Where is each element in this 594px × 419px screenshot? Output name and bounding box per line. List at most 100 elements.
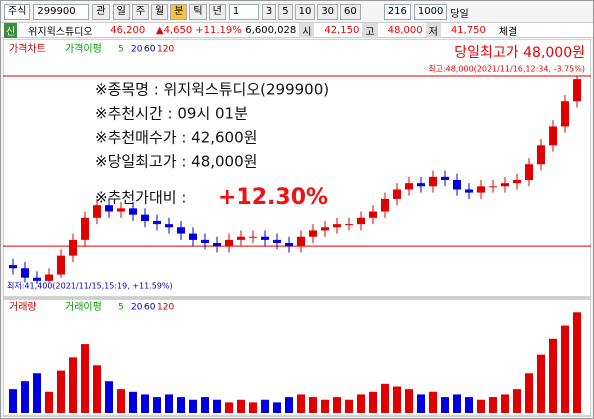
interval-button[interactable]: 60 [340,4,361,20]
volume-bar [261,399,269,413]
volume-bar [333,397,341,413]
note-line: ※종목명 : 위지윅스튜디오(299900) [95,81,329,99]
volume-bar [189,399,197,413]
period-button[interactable]: 월 [151,4,169,20]
candle-body [129,208,137,215]
code-input[interactable]: 299900 [33,4,90,20]
candle-body [357,217,365,225]
watch-button[interactable]: 관 [92,4,110,20]
candle-body [345,224,353,226]
period-button[interactable]: 주 [131,4,150,20]
high-label: 고 [362,22,378,38]
volume-bar [237,399,245,413]
period-button[interactable]: 년 [208,4,226,20]
legend-ma: 60 [144,45,156,55]
min-label: 최저:41,400(2021/11/15,15:19, +11.59%) [7,281,173,291]
candle-body [405,183,413,190]
candle-body [273,239,281,244]
price-panel [3,39,591,298]
volume-bar [45,391,53,413]
candle-body [297,236,305,247]
volume-bar [525,373,533,413]
candle-body [201,239,209,244]
volume-bar [177,397,185,413]
volume-bar [297,394,305,413]
candle-body [237,236,245,240]
candle-body [321,227,329,231]
today-check[interactable]: 당일 [450,8,469,20]
candle-body [45,274,53,281]
total-input[interactable]: 1000 [413,4,448,20]
volume-bar [201,397,209,413]
note-line: ※추천매수가 : 42,600원 [95,129,257,147]
max-label: 최고:48,000(2021/11/16,12:34, -3.75%) [428,64,585,74]
interval-button[interactable]: 30 [317,4,339,20]
legend-title: 거래량 [9,301,37,313]
candle-body [525,164,533,180]
legend-ma: 60 [144,303,156,313]
interval-button[interactable]: 3 [261,4,277,20]
volume-bar [345,399,353,413]
note-line: ※추천가대비 : [95,189,186,207]
candle-body [465,189,473,193]
interval-group: 3 5 10 30 60 [261,4,361,20]
candle-body [333,224,341,228]
legend-ma: 20 [131,303,143,313]
period-button[interactable]: 분 [170,4,188,20]
candle-body [21,268,29,278]
market-select[interactable]: 주식 [4,4,31,20]
volume-bar [405,389,413,413]
stock-name: 위지윅스튜디오 [28,26,93,38]
volume-bar [81,344,89,413]
badge: 신 [4,22,18,38]
volume-bar [537,354,545,413]
volume-bar [141,394,149,413]
count-input[interactable]: 1 [228,4,259,20]
candle-body [477,186,485,193]
candle-body [501,183,509,187]
volume-bar [393,386,401,413]
volume-bar [9,389,17,413]
legend-ma: 20 [131,45,143,55]
candle-body [453,180,461,190]
candle-body [69,239,77,256]
candle-body [309,230,317,237]
candle-body [225,239,233,247]
volume: 6,600,028 [245,24,297,36]
candle-body [213,243,221,247]
candle-body [573,79,581,102]
interval-button[interactable]: 10 [294,4,316,20]
volume-bar [561,325,569,413]
change: ▲4,650 [155,24,193,36]
legend-ma: 120 [157,45,174,55]
volume-bar [513,389,521,413]
interval-button[interactable]: 5 [278,4,293,20]
trade-tab[interactable]: 체결 [498,26,518,38]
candle-body [261,236,269,240]
legend-title: 가격차트 [9,42,46,55]
candle-body [105,205,113,212]
low: 41,750 [450,24,486,36]
period-button[interactable]: 일 [112,4,130,20]
candle-body [117,208,125,212]
volume-bar [285,397,293,413]
legend-ma: 5 [118,303,124,313]
volume-bar [417,394,425,413]
candle-body [9,265,17,269]
low-label: 저 [425,22,441,38]
candle-body [249,236,257,238]
candle-body [549,126,557,146]
candle-body [417,183,425,187]
candle-body [429,176,437,187]
volume-bar [357,394,365,413]
open: 42,150 [324,24,360,36]
period-button[interactable]: 틱 [189,4,207,20]
candle-body [285,243,293,247]
range-input[interactable]: 216 [383,4,411,20]
volume-bar [381,383,389,413]
rate: +11.19% [195,24,242,36]
candle-body [381,198,389,212]
volume-bar [465,397,473,413]
